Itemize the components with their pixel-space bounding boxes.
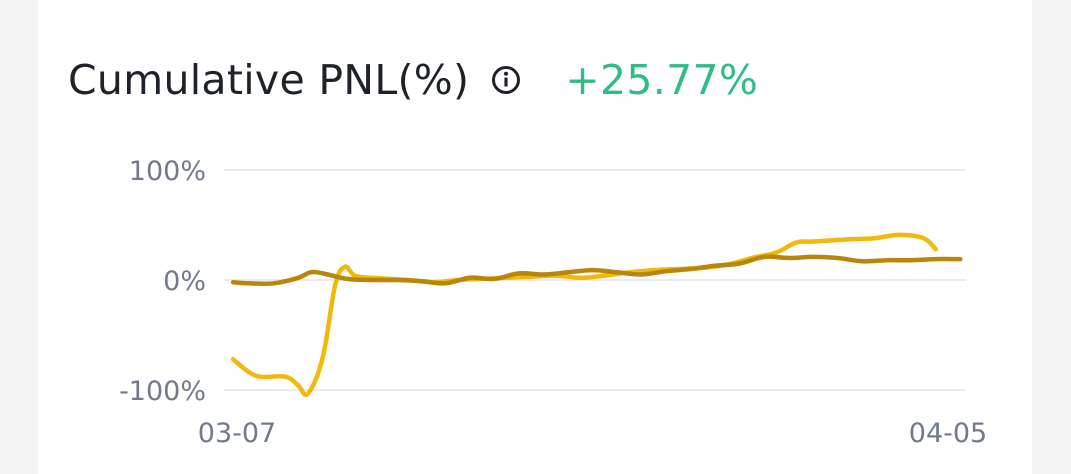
chart-header: Cumulative PNL(%) +25.77% [68, 52, 758, 108]
series-line-2 [230, 254, 963, 287]
x-tick-label: 03-07 [198, 418, 276, 449]
x-tick-label: 04-05 [909, 418, 987, 449]
y-tick-label: -100% [119, 376, 206, 407]
y-tick-label: 100% [129, 156, 206, 187]
series-lines [230, 232, 963, 397]
x-axis-ticks: 03-07 04-05 [198, 418, 987, 449]
y-tick-label: 0% [163, 266, 206, 297]
cumulative-pnl-value: +25.77% [565, 55, 759, 104]
info-circle-icon[interactable] [491, 65, 521, 95]
chart-title: Cumulative PNL(%) [68, 55, 470, 104]
y-axis-ticks: 100% 0% -100% [119, 156, 206, 407]
